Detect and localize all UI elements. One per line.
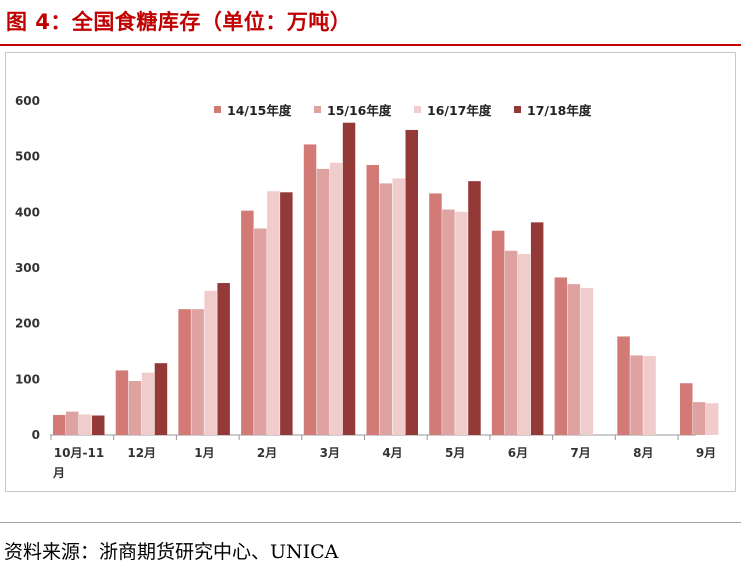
bar-2 bbox=[567, 284, 581, 435]
legend-label-4: 17/18年度 bbox=[527, 103, 592, 118]
legend-swatch-2 bbox=[314, 106, 321, 113]
bar-2 bbox=[254, 228, 267, 435]
bar-4 bbox=[217, 283, 230, 435]
bar-3 bbox=[267, 191, 280, 435]
legend-label-2: 15/16年度 bbox=[327, 103, 392, 118]
y-tick-label: 600 bbox=[15, 94, 40, 108]
bar-4 bbox=[342, 122, 356, 436]
bar-3 bbox=[580, 288, 594, 435]
bar-2 bbox=[442, 209, 455, 435]
bar-4 bbox=[92, 415, 105, 435]
x-tick-label: 1月 bbox=[194, 446, 214, 460]
x-tick-label: 10月-11 月 bbox=[52, 446, 104, 480]
bar-2 bbox=[316, 168, 330, 435]
y-tick-label: 0 bbox=[32, 428, 40, 442]
bar-1 bbox=[680, 383, 693, 435]
bar-3 bbox=[455, 211, 468, 435]
bar-1 bbox=[53, 414, 66, 435]
bar-2 bbox=[693, 402, 706, 435]
bar-1 bbox=[554, 277, 568, 435]
bar-1 bbox=[303, 144, 317, 436]
chart-frame: 0 100 200 300 400 500 600 10月-11 月 12月 1月 2月 3月 4月 5月 6… bbox=[5, 52, 736, 492]
x-tick-label: 2月 bbox=[257, 446, 277, 460]
bar-2 bbox=[66, 411, 79, 435]
x-tick-label: 6月 bbox=[508, 446, 528, 460]
title-underline bbox=[0, 44, 741, 46]
x-tick-label: 5月 bbox=[445, 446, 465, 460]
bar-1 bbox=[617, 336, 630, 435]
bar-1 bbox=[429, 193, 442, 435]
bar-2 bbox=[128, 381, 142, 435]
bar-3 bbox=[204, 290, 217, 435]
bar-chart: 0 100 200 300 400 500 600 10月-11 月 12月 1月 2月 3月 4月 5月 6… bbox=[15, 94, 719, 480]
y-tick-label: 100 bbox=[15, 372, 40, 386]
bar-3 bbox=[706, 403, 719, 435]
y-tick-label: 200 bbox=[15, 317, 40, 331]
legend-swatch-1 bbox=[214, 106, 221, 113]
legend-swatch-4 bbox=[514, 106, 521, 113]
legend-label-3: 16/17年度 bbox=[427, 103, 492, 118]
bar-3 bbox=[79, 414, 92, 435]
x-tick-label: 7月 bbox=[570, 446, 590, 460]
y-tick-label: 400 bbox=[15, 205, 40, 219]
bar-1 bbox=[491, 230, 505, 435]
bar-3 bbox=[517, 254, 531, 435]
legend-label-1: 14/15年度 bbox=[227, 103, 292, 118]
bar-4 bbox=[530, 222, 544, 435]
source-divider bbox=[0, 522, 741, 523]
bar-4 bbox=[405, 129, 418, 435]
x-tick-label: 12月 bbox=[127, 446, 156, 460]
x-tick-label: 4月 bbox=[382, 446, 402, 460]
source-note: 资料来源：浙商期货研究中心、UNICA bbox=[4, 541, 339, 563]
x-tick-label: 8月 bbox=[633, 446, 653, 460]
bar-1 bbox=[366, 165, 379, 435]
bar-2 bbox=[379, 183, 392, 435]
bar-2 bbox=[191, 309, 204, 435]
bar-3 bbox=[329, 162, 343, 435]
y-tick-label: 300 bbox=[15, 261, 40, 275]
bar-3 bbox=[392, 178, 405, 436]
bar-3 bbox=[643, 355, 656, 435]
figure-title: 图 4：全国食糖库存（单位：万吨） bbox=[6, 10, 352, 34]
bar-4 bbox=[154, 363, 168, 435]
bar-2 bbox=[504, 250, 518, 435]
bar-1 bbox=[241, 210, 254, 435]
y-tick-label: 500 bbox=[15, 150, 40, 164]
bar-4 bbox=[280, 192, 293, 435]
x-tick-label: 3月 bbox=[320, 446, 340, 460]
bar-3 bbox=[141, 372, 155, 435]
bar-2 bbox=[630, 355, 643, 435]
x-tick-label: 9月 bbox=[696, 446, 716, 460]
bar-4 bbox=[468, 181, 481, 435]
legend-swatch-3 bbox=[414, 106, 421, 113]
bar-1 bbox=[178, 309, 191, 435]
bar-1 bbox=[115, 370, 129, 435]
